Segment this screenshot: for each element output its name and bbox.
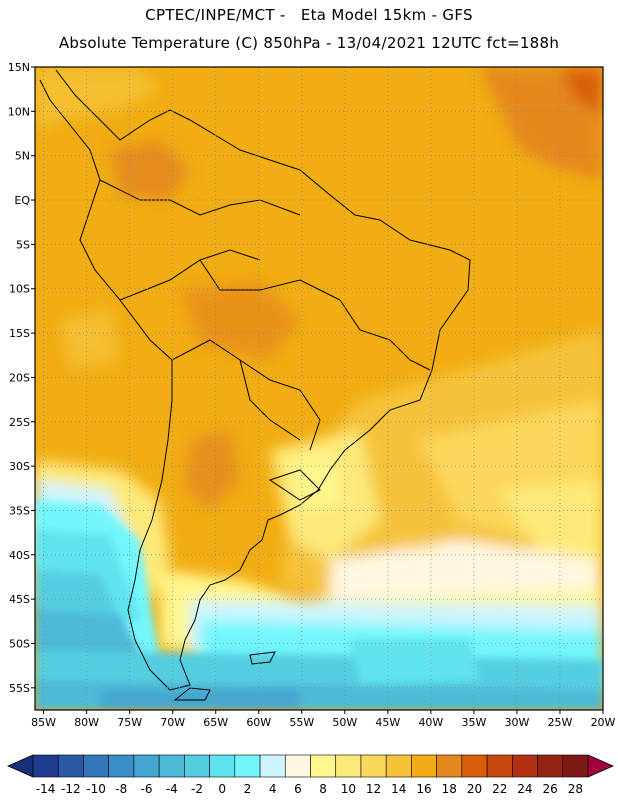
lat-label: 50S: [9, 637, 30, 650]
lat-label: 5S: [16, 238, 30, 251]
temperature-field: [35, 67, 603, 710]
lat-label: EQ: [14, 194, 30, 207]
colorbar-label: 4: [269, 782, 277, 796]
lat-label: 10N: [8, 105, 30, 118]
map-grid: [35, 66, 604, 710]
colorbar-swatch: [259, 754, 286, 778]
colorbar-label: 24: [517, 782, 532, 796]
colorbar-swatch: [486, 754, 513, 778]
colorbar-label: -10: [86, 782, 106, 796]
lat-label: 20S: [9, 371, 30, 384]
lon-label: 55W: [289, 716, 314, 729]
colorbar: -14 -12 -10 -8 -6 -4 -2 0 2 4 6 8 10 12 14 16 18 20 22 24 26…: [7, 754, 614, 796]
colorbar-swatch: [360, 754, 387, 778]
colorbar-swatch: [411, 754, 437, 778]
colorbar-swatch: [133, 754, 160, 778]
lat-label: 25S: [9, 416, 30, 429]
lon-label: 20W: [591, 716, 616, 729]
lat-label: 5N: [15, 150, 30, 163]
colorbar-swatch: [184, 754, 210, 778]
map-subtitle: Absolute Temperature (C) 850hPa - 13/04/…: [58, 34, 560, 52]
lat-label: 40S: [9, 549, 30, 562]
colorbar-label: -4: [166, 782, 178, 796]
colorbar-swatch: [209, 754, 236, 778]
colorbar-label: 12: [366, 782, 381, 796]
colorbar-label: -8: [115, 782, 127, 796]
colorbar-label: -2: [191, 782, 203, 796]
colorbar-label: 16: [416, 782, 431, 796]
latitude-axis: 15N 10N 5N EQ 5S 10S 15S 20S 25S 30S 35S 40S 45S 50S 5…: [8, 61, 35, 695]
map-frame: [34, 66, 604, 711]
colorbar-label: 22: [492, 782, 507, 796]
colorbar-low-arrow: [7, 754, 34, 778]
lon-label: 65W: [203, 716, 228, 729]
colorbar-label: 8: [319, 782, 327, 796]
colorbar-swatch: [385, 754, 412, 778]
lon-label: 85W: [31, 716, 56, 729]
colorbar-label: 14: [391, 782, 406, 796]
colorbar-swatch: [83, 754, 109, 778]
colorbar-label: 20: [467, 782, 482, 796]
lon-label: 50W: [332, 716, 357, 729]
colorbar-label: 28: [568, 782, 583, 796]
colorbar-label: -6: [141, 782, 153, 796]
colorbar-swatch: [512, 754, 538, 778]
colorbar-label: 6: [294, 782, 302, 796]
colorbar-swatch: [310, 754, 337, 778]
lon-label: 80W: [74, 716, 99, 729]
map-title: CPTEC/INPE/MCT - Eta Model 15km - GFS: [145, 6, 473, 24]
lon-label: 35W: [461, 716, 486, 729]
lon-label: 75W: [117, 716, 142, 729]
lat-label: 45S: [9, 593, 30, 606]
colorbar-swatch: [335, 754, 362, 778]
lon-label: 45W: [375, 716, 400, 729]
colorbar-label: 10: [341, 782, 356, 796]
colorbar-label: -14: [36, 782, 56, 796]
lon-label: 30W: [505, 716, 530, 729]
colorbar-label: 0: [218, 782, 226, 796]
colorbar-swatch: [537, 754, 564, 778]
colorbar-label: 2: [244, 782, 252, 796]
colorbar-label: -12: [61, 782, 81, 796]
colorbar-swatch: [461, 754, 488, 778]
colorbar-label: 26: [543, 782, 558, 796]
colorbar-swatch: [562, 754, 589, 778]
lat-label: 30S: [9, 460, 30, 473]
lat-label: 15N: [8, 61, 30, 74]
coastline: [39, 69, 471, 701]
lon-label: 40W: [418, 716, 443, 729]
lat-label: 35S: [9, 504, 30, 517]
colorbar-label: 18: [442, 782, 457, 796]
colorbar-swatch: [234, 754, 261, 778]
lat-label: 55S: [9, 682, 30, 695]
colorbar-high-arrow: [587, 754, 614, 778]
colorbar-swatch: [158, 754, 185, 778]
colorbar-swatch: [32, 754, 59, 778]
lon-label: 25W: [548, 716, 573, 729]
colorbar-swatch: [57, 754, 84, 778]
longitude-axis: 85W 80W 75W 70W 65W 60W 55W 50W 45W 40W 35W 30W 25W 2…: [31, 710, 616, 729]
colorbar-swatch: [436, 754, 463, 778]
colorbar-swatch: [108, 754, 135, 778]
lat-label: 10S: [9, 283, 30, 296]
lat-label: 15S: [9, 327, 30, 340]
colorbar-swatch: [284, 754, 311, 778]
lon-label: 70W: [160, 716, 185, 729]
lon-label: 60W: [246, 716, 271, 729]
